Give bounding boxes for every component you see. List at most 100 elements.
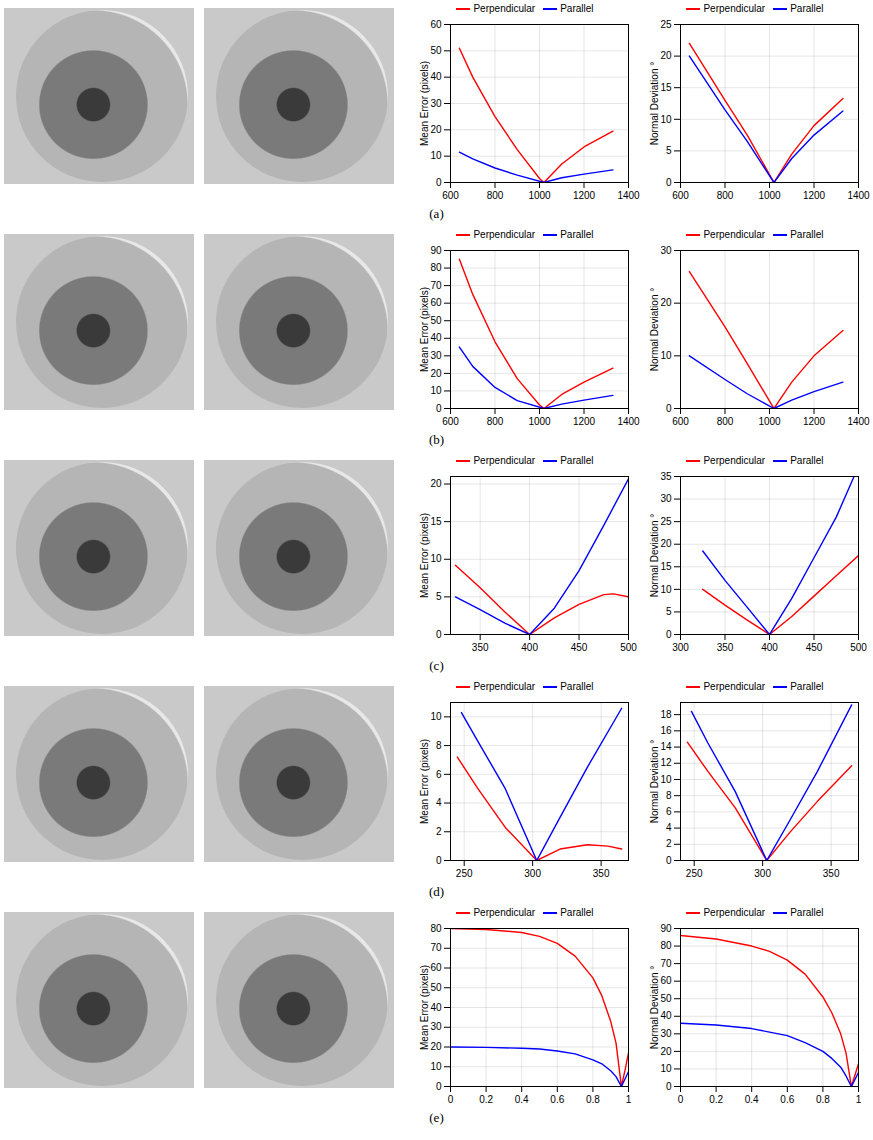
svg-text:5: 5: [436, 591, 442, 602]
svg-text:15: 15: [430, 516, 442, 527]
svg-text:30: 30: [430, 98, 442, 109]
svg-text:Normal Deviation °: Normal Deviation °: [649, 514, 660, 597]
svg-text:1200: 1200: [573, 190, 596, 201]
svg-text:0: 0: [436, 1081, 442, 1092]
svg-text:20: 20: [430, 124, 442, 135]
svg-text:50: 50: [660, 993, 672, 1004]
svg-text:60: 60: [430, 962, 442, 973]
svg-text:Normal Deviation °: Normal Deviation °: [649, 966, 660, 1049]
svg-text:0: 0: [436, 629, 442, 640]
svg-text:600: 600: [672, 190, 689, 201]
svg-text:Mean Error (pixels): Mean Error (pixels): [419, 965, 430, 1050]
svg-text:600: 600: [672, 416, 689, 427]
svg-text:1: 1: [856, 1094, 862, 1105]
svg-text:1000: 1000: [528, 416, 551, 427]
svg-text:0: 0: [666, 403, 672, 414]
svg-text:60: 60: [430, 297, 442, 308]
svg-text:0: 0: [666, 855, 672, 866]
svg-text:0: 0: [666, 629, 672, 640]
svg-text:0.8: 0.8: [586, 1094, 600, 1105]
svg-text:5: 5: [666, 606, 672, 617]
svg-text:1000: 1000: [528, 190, 551, 201]
svg-text:Mean Error (pixels): Mean Error (pixels): [419, 513, 430, 598]
svg-text:0: 0: [436, 177, 442, 188]
svg-text:0.4: 0.4: [745, 1094, 759, 1105]
svg-text:70: 70: [660, 958, 672, 969]
svg-text:1400: 1400: [617, 190, 640, 201]
svg-text:1400: 1400: [847, 190, 870, 201]
svg-text:10: 10: [430, 711, 442, 722]
svg-text:600: 600: [442, 416, 459, 427]
svg-text:350: 350: [472, 642, 489, 653]
svg-text:6: 6: [666, 806, 672, 817]
svg-text:12: 12: [660, 757, 672, 768]
svg-text:30: 30: [660, 245, 672, 256]
svg-text:Normal Deviation °: Normal Deviation °: [649, 62, 660, 145]
svg-text:0: 0: [678, 1094, 684, 1105]
svg-text:15: 15: [660, 82, 672, 93]
svg-text:60: 60: [430, 19, 442, 30]
svg-text:250: 250: [456, 868, 473, 879]
svg-text:4: 4: [436, 797, 442, 808]
svg-text:0: 0: [436, 403, 442, 414]
svg-text:15: 15: [660, 561, 672, 572]
svg-text:300: 300: [754, 868, 771, 879]
svg-text:40: 40: [430, 1002, 442, 1013]
svg-text:10: 10: [430, 1061, 442, 1072]
svg-text:90: 90: [430, 245, 442, 256]
svg-text:80: 80: [430, 923, 442, 934]
svg-text:70: 70: [430, 942, 442, 953]
svg-text:Mean Error (pixels): Mean Error (pixels): [419, 61, 430, 146]
svg-text:8: 8: [436, 740, 442, 751]
svg-text:10: 10: [660, 114, 672, 125]
svg-text:20: 20: [660, 50, 672, 61]
svg-text:30: 30: [660, 493, 672, 504]
svg-text:16: 16: [660, 725, 672, 736]
svg-text:20: 20: [430, 478, 442, 489]
svg-text:35: 35: [660, 471, 672, 482]
svg-text:50: 50: [430, 315, 442, 326]
svg-text:20: 20: [430, 368, 442, 379]
svg-text:8: 8: [666, 790, 672, 801]
svg-text:2: 2: [436, 826, 442, 837]
svg-text:350: 350: [823, 868, 840, 879]
svg-text:600: 600: [442, 190, 459, 201]
svg-text:1200: 1200: [803, 416, 826, 427]
svg-text:Normal Deviation °: Normal Deviation °: [649, 288, 660, 371]
svg-text:0.6: 0.6: [780, 1094, 794, 1105]
svg-text:60: 60: [660, 975, 672, 986]
svg-text:5: 5: [666, 145, 672, 156]
svg-text:350: 350: [593, 868, 610, 879]
svg-text:80: 80: [660, 940, 672, 951]
svg-text:50: 50: [430, 982, 442, 993]
svg-text:1200: 1200: [803, 190, 826, 201]
svg-text:14: 14: [660, 741, 672, 752]
svg-text:2: 2: [666, 838, 672, 849]
svg-text:Mean Error (pixels): Mean Error (pixels): [419, 739, 430, 824]
svg-text:40: 40: [430, 332, 442, 343]
svg-text:300: 300: [672, 642, 689, 653]
svg-text:10: 10: [430, 385, 442, 396]
svg-text:1400: 1400: [847, 416, 870, 427]
svg-text:20: 20: [660, 538, 672, 549]
svg-text:0.4: 0.4: [515, 1094, 529, 1105]
svg-text:0: 0: [666, 1081, 672, 1092]
svg-text:80: 80: [430, 262, 442, 273]
svg-text:1400: 1400: [617, 416, 640, 427]
svg-text:800: 800: [717, 416, 734, 427]
svg-text:40: 40: [660, 1010, 672, 1021]
svg-text:0: 0: [666, 177, 672, 188]
svg-text:500: 500: [620, 642, 637, 653]
svg-text:10: 10: [660, 584, 672, 595]
svg-text:6: 6: [436, 769, 442, 780]
svg-text:70: 70: [430, 280, 442, 291]
svg-text:Mean Error (pixels): Mean Error (pixels): [419, 287, 430, 372]
svg-text:10: 10: [660, 350, 672, 361]
svg-text:800: 800: [487, 416, 504, 427]
svg-text:350: 350: [717, 642, 734, 653]
svg-text:20: 20: [660, 1046, 672, 1057]
svg-text:450: 450: [806, 642, 823, 653]
svg-text:400: 400: [761, 642, 778, 653]
svg-text:4: 4: [666, 822, 672, 833]
svg-text:0: 0: [436, 855, 442, 866]
